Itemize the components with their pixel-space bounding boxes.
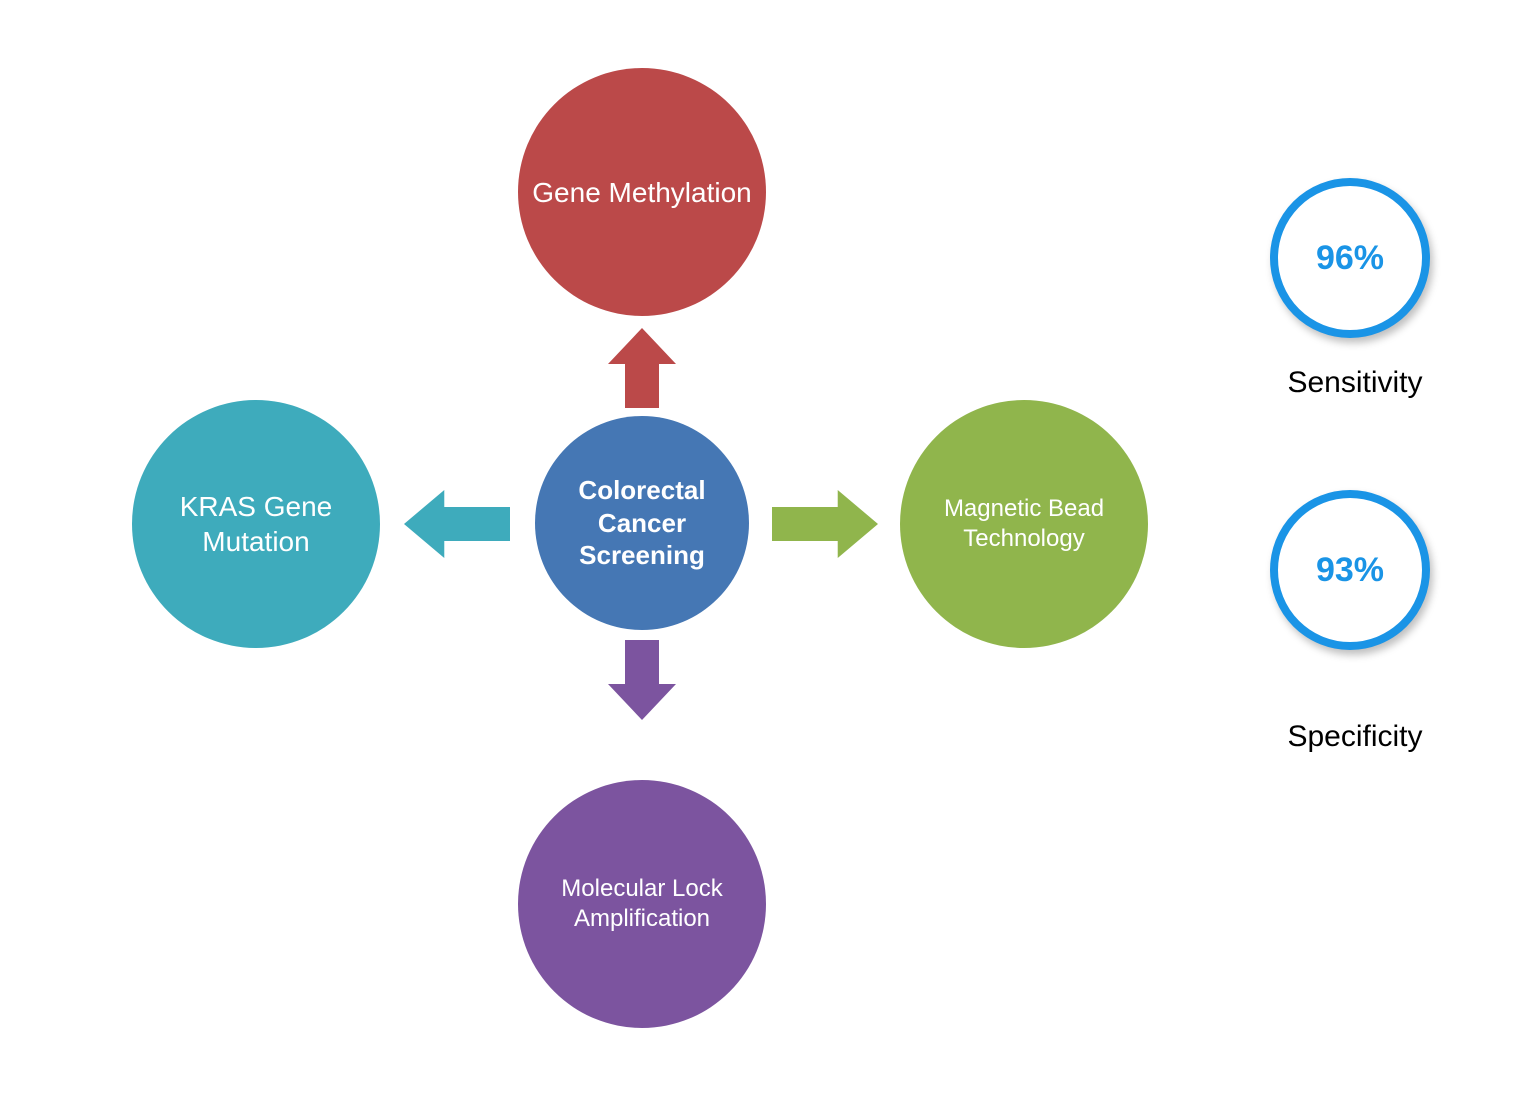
- left-node: KRAS Gene Mutation: [132, 400, 380, 648]
- arrow-down-icon: [608, 640, 676, 720]
- right-node-label: Magnetic Bead Technology: [910, 494, 1138, 554]
- specificity-value: 93%: [1316, 551, 1384, 590]
- sensitivity-value: 96%: [1316, 239, 1384, 278]
- arrow-up-icon: [608, 328, 676, 408]
- left-node-label: KRAS Gene Mutation: [142, 489, 370, 559]
- specificity-stat-circle: 93%: [1270, 490, 1430, 650]
- sensitivity-stat-circle: 96%: [1270, 178, 1430, 338]
- top-node: Gene Methylation: [518, 68, 766, 316]
- center-node: Colorectal Cancer Screening: [535, 416, 749, 630]
- bottom-node-label: Molecular Lock Amplification: [528, 874, 756, 934]
- top-node-label: Gene Methylation: [532, 175, 751, 210]
- bottom-node: Molecular Lock Amplification: [518, 780, 766, 1028]
- center-node-label: Colorectal Cancer Screening: [545, 474, 739, 572]
- specificity-label: Specificity: [1255, 720, 1455, 754]
- sensitivity-label: Sensitivity: [1255, 366, 1455, 400]
- arrow-left-icon: [404, 490, 510, 558]
- arrow-right-icon: [772, 490, 878, 558]
- right-node: Magnetic Bead Technology: [900, 400, 1148, 648]
